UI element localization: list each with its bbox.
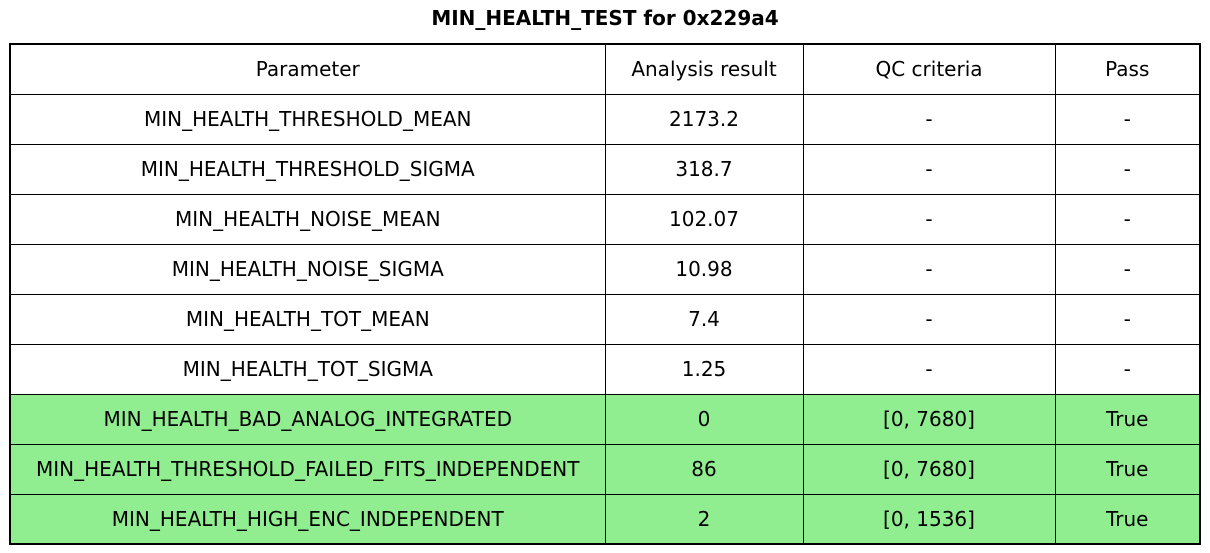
cell-qc: - (802, 193, 1056, 245)
cell-result: 318.7 (604, 143, 804, 195)
table-row: MIN_HEALTH_BAD_ANALOG_INTEGRATED 0 [0, 768… (9, 393, 1201, 445)
cell-pass: - (1054, 193, 1201, 245)
cell-pass: - (1054, 93, 1201, 145)
cell-qc: - (802, 143, 1056, 195)
column-header-analysis-result: Analysis result (604, 43, 804, 95)
column-header-parameter: Parameter (9, 43, 606, 95)
table-body: MIN_HEALTH_THRESHOLD_MEAN 2173.2- - MIN_HEA… (9, 93, 1201, 545)
table-row: MIN_HEALTH_NOISE_MEAN 102.07- - (9, 193, 1201, 245)
column-header-pass: Pass (1054, 43, 1201, 95)
cell-result: 102.07 (604, 193, 804, 245)
cell-parameter: MIN_HEALTH_TOT_SIGMA (9, 343, 606, 395)
cell-result: 7.4 (604, 293, 804, 345)
cell-result: 86 (604, 443, 804, 495)
cell-pass: True (1054, 443, 1201, 495)
cell-qc: - (802, 93, 1056, 145)
header-row: Parameter Analysis result QC criteria Pa… (9, 43, 1201, 95)
cell-pass: True (1054, 493, 1201, 545)
cell-parameter: MIN_HEALTH_THRESHOLD_SIGMA (9, 143, 606, 195)
qc-results-table: Parameter Analysis result QC criteria Pa… (9, 43, 1201, 545)
cell-qc: - (802, 243, 1056, 295)
cell-qc: [0, 1536] (802, 493, 1056, 545)
table-row: MIN_HEALTH_THRESHOLD_FAILED_FITS_INDEPEN… (9, 443, 1201, 495)
column-header-qc-criteria: QC criteria (802, 43, 1056, 95)
table-row: MIN_HEALTH_HIGH_ENC_INDEPENDENT 2 [0, 1536… (9, 493, 1201, 545)
cell-pass: - (1054, 143, 1201, 195)
page-title: MIN_HEALTH_TEST for 0x229a4 (431, 6, 779, 30)
cell-parameter: MIN_HEALTH_BAD_ANALOG_INTEGRATED (9, 393, 606, 445)
table-row: MIN_HEALTH_THRESHOLD_SIGMA 318.7- - (9, 143, 1201, 195)
cell-result: 2173.2 (604, 93, 804, 145)
cell-pass: - (1054, 293, 1201, 345)
cell-pass: - (1054, 343, 1201, 395)
cell-parameter: MIN_HEALTH_THRESHOLD_FAILED_FITS_INDEPEN… (9, 443, 606, 495)
cell-qc: - (802, 293, 1056, 345)
table-row: MIN_HEALTH_TOT_SIGMA 1.25- - (9, 343, 1201, 395)
cell-pass: - (1054, 243, 1201, 295)
cell-qc: [0, 7680] (802, 443, 1056, 495)
cell-pass: True (1054, 393, 1201, 445)
cell-result: 2 (604, 493, 804, 545)
cell-parameter: MIN_HEALTH_NOISE_MEAN (9, 193, 606, 245)
cell-result: 1.25 (604, 343, 804, 395)
cell-result: 0 (604, 393, 804, 445)
cell-parameter: MIN_HEALTH_NOISE_SIGMA (9, 243, 606, 295)
cell-parameter: MIN_HEALTH_THRESHOLD_MEAN (9, 93, 606, 145)
cell-parameter: MIN_HEALTH_TOT_MEAN (9, 293, 606, 345)
cell-qc: - (802, 343, 1056, 395)
table-row: MIN_HEALTH_THRESHOLD_MEAN 2173.2- - (9, 93, 1201, 145)
table-row: MIN_HEALTH_NOISE_SIGMA 10.98- - (9, 243, 1201, 295)
cell-parameter: MIN_HEALTH_HIGH_ENC_INDEPENDENT (9, 493, 606, 545)
cell-result: 10.98 (604, 243, 804, 295)
table-row: MIN_HEALTH_TOT_MEAN 7.4- - (9, 293, 1201, 345)
cell-qc: [0, 7680] (802, 393, 1056, 445)
